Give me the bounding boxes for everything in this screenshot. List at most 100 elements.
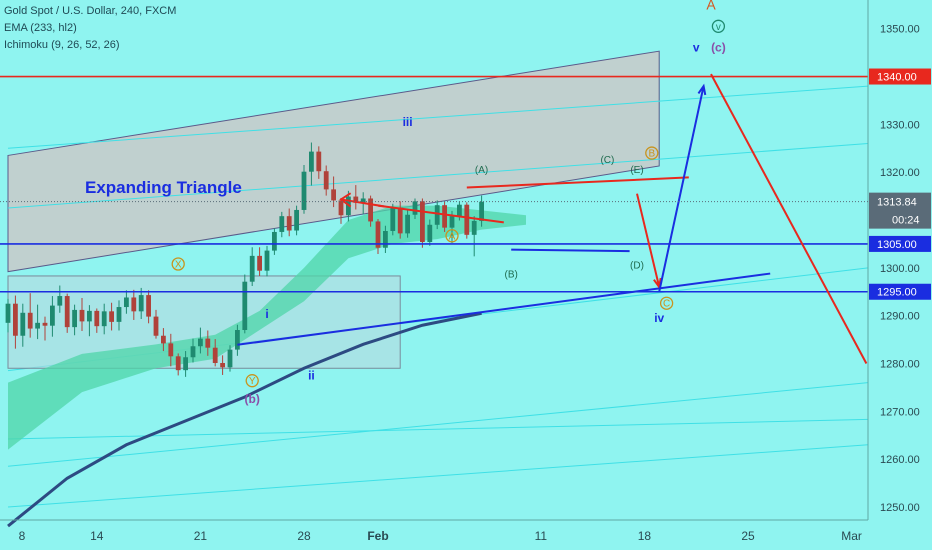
candle-body[interactable] <box>397 207 403 234</box>
candle[interactable] <box>72 304 77 336</box>
candle-body[interactable] <box>42 322 48 326</box>
candle[interactable] <box>353 185 359 210</box>
guide-line-2[interactable] <box>7 142 869 209</box>
candle-body[interactable] <box>338 200 344 216</box>
candle-body[interactable] <box>220 363 225 368</box>
price-level-badge[interactable]: 1305.00 <box>869 235 931 252</box>
time-axis[interactable]: 8 14 21 28 Feb 11 18 25 Mar <box>0 519 868 543</box>
candle-body[interactable] <box>175 356 181 371</box>
candle-body[interactable] <box>153 316 159 336</box>
candle[interactable] <box>101 303 107 335</box>
candle[interactable] <box>79 297 85 331</box>
candle[interactable] <box>13 295 18 349</box>
candle[interactable] <box>279 211 285 238</box>
candle[interactable] <box>20 303 26 347</box>
candle[interactable] <box>471 216 477 257</box>
candle[interactable] <box>138 287 144 319</box>
candle[interactable] <box>323 165 329 196</box>
candle[interactable] <box>420 198 425 248</box>
candle-body[interactable] <box>205 338 211 348</box>
candle-body[interactable] <box>309 151 314 172</box>
candle[interactable] <box>220 355 225 375</box>
candle-body[interactable] <box>116 307 122 322</box>
triangle-boundary-3[interactable] <box>511 248 630 253</box>
candle[interactable] <box>301 165 307 214</box>
candle[interactable] <box>190 338 196 363</box>
candle[interactable] <box>175 353 181 376</box>
candle[interactable] <box>316 146 322 179</box>
candle[interactable] <box>109 302 114 331</box>
candle[interactable] <box>390 203 396 236</box>
candle-body[interactable] <box>353 196 359 203</box>
candle-body[interactable] <box>13 303 18 336</box>
candle-body[interactable] <box>360 198 366 203</box>
candle[interactable] <box>309 142 314 186</box>
candle[interactable] <box>249 247 255 286</box>
candle[interactable] <box>42 316 48 341</box>
drawings-layer[interactable] <box>0 73 868 364</box>
candle[interactable] <box>257 247 262 276</box>
rising-trendline[interactable] <box>237 272 771 346</box>
candle-body[interactable] <box>183 357 188 371</box>
red-projection-down-line[interactable] <box>636 193 661 288</box>
candle-body[interactable] <box>301 171 307 210</box>
candle-body[interactable] <box>109 311 114 322</box>
candle[interactable] <box>5 298 11 333</box>
candle[interactable] <box>205 330 211 356</box>
candle-body[interactable] <box>212 347 218 363</box>
candle-body[interactable] <box>101 311 107 327</box>
candle-body[interactable] <box>168 343 174 357</box>
candle-body[interactable] <box>405 214 410 234</box>
last-price-badge[interactable]: 1313.84 00:24 <box>869 192 931 229</box>
candle[interactable] <box>124 290 129 314</box>
candle[interactable] <box>272 228 277 255</box>
candle[interactable] <box>198 327 203 354</box>
candle-body[interactable] <box>464 204 470 235</box>
guide-line-1[interactable] <box>7 85 869 149</box>
candle-body[interactable] <box>5 303 11 323</box>
candle[interactable] <box>375 219 381 254</box>
candle-body[interactable] <box>442 205 447 228</box>
candle-body[interactable] <box>235 330 240 350</box>
candle[interactable] <box>146 290 151 324</box>
candle-body[interactable] <box>471 220 477 235</box>
candlestick-series[interactable] <box>5 142 484 377</box>
candle[interactable] <box>94 308 100 333</box>
candle[interactable] <box>168 333 174 367</box>
candle-body[interactable] <box>375 221 381 248</box>
candle-body[interactable] <box>27 312 33 329</box>
candle-body[interactable] <box>412 201 418 215</box>
candle-body[interactable] <box>198 338 203 347</box>
candle[interactable] <box>479 195 484 227</box>
candle[interactable] <box>183 351 188 377</box>
candle[interactable] <box>235 324 240 356</box>
candle-body[interactable] <box>449 216 455 228</box>
candle-body[interactable] <box>279 216 285 232</box>
candle-body[interactable] <box>79 309 85 322</box>
candle-body[interactable] <box>227 349 233 368</box>
candle[interactable] <box>131 289 137 320</box>
candle-body[interactable] <box>257 255 262 271</box>
candle[interactable] <box>116 300 122 331</box>
candle-body[interactable] <box>94 310 100 327</box>
candle-body[interactable] <box>131 297 137 312</box>
candle-body[interactable] <box>190 346 196 358</box>
candle[interactable] <box>50 296 55 337</box>
candle-body[interactable] <box>479 201 484 221</box>
triangle-pointer-line[interactable] <box>340 198 386 208</box>
candle-body[interactable] <box>242 281 248 330</box>
candle[interactable] <box>242 274 248 334</box>
candle[interactable] <box>212 339 218 367</box>
candle[interactable] <box>64 293 70 333</box>
candle-body[interactable] <box>272 231 277 251</box>
candle-body[interactable] <box>434 205 440 225</box>
guide-line-4[interactable] <box>7 382 869 467</box>
candle-body[interactable] <box>72 309 77 328</box>
candle[interactable] <box>434 200 440 230</box>
candle-body[interactable] <box>146 295 151 317</box>
price-level-badge[interactable]: 1340.00 <box>869 68 931 85</box>
candle-body[interactable] <box>316 151 322 172</box>
rising-channel[interactable] <box>7 50 660 273</box>
candle-body[interactable] <box>390 207 396 231</box>
